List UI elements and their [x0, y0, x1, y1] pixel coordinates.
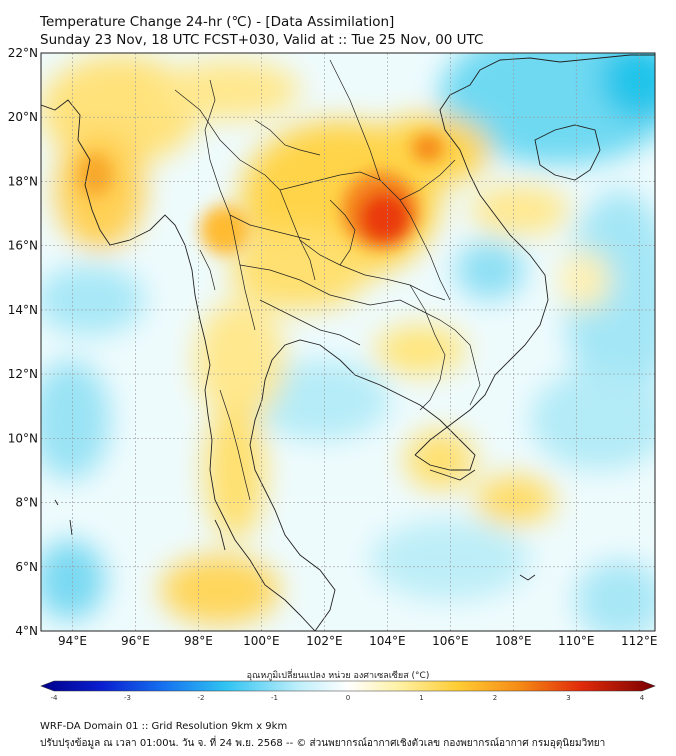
footer-credit: ปรับปรุงข้อมูล ณ เวลา 01:00น. วัน จ. ที่…: [40, 738, 606, 749]
lon-tick-label: 108°E: [495, 634, 532, 648]
colorbar-tick-label: 4: [640, 694, 645, 702]
map-subtitle: Sunday 23 Nov, 18 UTC FCST+030, Valid at…: [40, 32, 484, 48]
colorbar-tick-label: 0: [346, 694, 350, 702]
colorbar: [40, 680, 656, 692]
colorbar-tick-label: 3: [566, 694, 570, 702]
lat-tick-label: 6°N: [15, 560, 38, 574]
lat-tick-label: 10°N: [8, 431, 38, 445]
latitude-tick-labels: 22°N 20°N 18°N 16°N 14°N 12°N 10°N 8°N 6°N 4°N: [8, 46, 38, 638]
lon-tick-label: 100°E: [243, 634, 280, 648]
longitude-tick-labels: 94°E 96°E 98°E 100°E 102°E 104°E 106°E 108°E 110…: [58, 634, 657, 648]
lon-tick-label: 98°E: [184, 634, 213, 648]
colorbar-tick-label: 2: [493, 694, 497, 702]
lon-tick-label: 112°E: [621, 634, 658, 648]
temperature-field: [41, 53, 655, 631]
colorbar-tick-label: 1: [419, 694, 423, 702]
lon-tick-label: 104°E: [369, 634, 406, 648]
lat-tick-label: 20°N: [8, 110, 38, 124]
map-title: Temperature Change 24-hr (℃) - [Data Ass…: [40, 14, 395, 30]
colorbar-tick-labels: -4 -3 -2 -1 0 1 2 3 4: [51, 694, 645, 702]
colorbar-tick-label: -2: [198, 694, 205, 702]
lon-tick-label: 110°E: [558, 634, 595, 648]
lat-tick-label: 16°N: [8, 239, 38, 253]
lat-tick-label: 12°N: [8, 367, 38, 381]
lon-tick-label: 94°E: [58, 634, 87, 648]
footer-model-info: WRF-DA Domain 01 :: Grid Resolution 9km …: [40, 721, 288, 732]
graticule: [41, 53, 655, 631]
lat-tick-label: 14°N: [8, 303, 38, 317]
colorbar-tick-label: -3: [124, 694, 131, 702]
lon-tick-label: 106°E: [432, 634, 469, 648]
lat-tick-label: 4°N: [15, 624, 38, 638]
coastlines: [41, 54, 655, 631]
country-borders: [174, 59, 481, 501]
lat-tick-label: 8°N: [15, 496, 38, 510]
lon-tick-label: 96°E: [121, 634, 150, 648]
colorbar-tick-label: -1: [271, 694, 278, 702]
colorbar-tick-label: -4: [51, 694, 59, 702]
lon-tick-label: 102°E: [306, 634, 343, 648]
plot-frame: [40, 52, 656, 632]
lat-tick-label: 22°N: [8, 46, 38, 60]
colorbar-label: อุณหภูมิเปลี่ยนแปลง หน่วย องศาเซลเซียส (…: [246, 671, 430, 681]
lat-tick-label: 18°N: [8, 174, 38, 188]
